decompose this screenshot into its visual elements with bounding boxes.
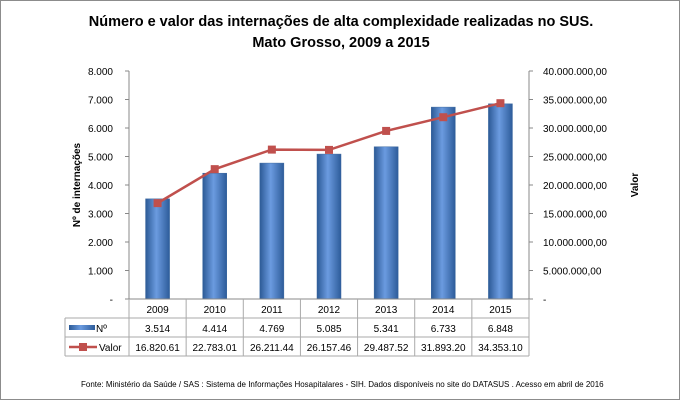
y-tick-label: 3.000 [88,210,113,221]
y-tick-label: 5.000 [88,153,113,164]
line-marker [267,145,276,154]
line-marker [382,126,391,135]
bar [373,146,399,300]
line-marker [325,145,333,154]
bar [259,162,285,300]
chart-title: Número e valor das internações de alta c… [89,14,593,30]
data-label-valor: 22.783.01 [192,343,237,354]
data-label-valor: 16.820.61 [135,343,180,354]
line-marker [439,113,448,122]
chart-subtitle: Mato Grosso, 2009 a 2015 [252,35,429,51]
y2-axis-label: Valor [630,173,641,198]
x-category-label: 2011 [261,305,283,316]
data-label-valor: 29.487.52 [364,343,409,354]
data-label-n: 4.414 [202,324,227,335]
y-tick-label: 2.000 [88,238,113,249]
data-label-valor: 26.157.46 [307,343,352,354]
y-axis-label: Nº de internações [72,142,83,227]
data-label-valor: 34.353.10 [478,343,523,354]
data-label-n: 3.514 [145,324,170,335]
line-marker [153,199,162,208]
bar [145,198,170,300]
y2-tick-label: 25.000.000,00 [543,153,607,164]
y2-tick-label: - [543,295,546,306]
y-tick-label: 8.000 [88,67,113,78]
line-marker [496,99,505,108]
y-tick-label: 1.000 [88,267,113,278]
y2-tick-label: 10.000.000,00 [543,238,607,249]
x-category-label: 2015 [489,305,512,316]
legend-key-n [69,325,95,330]
y2-tick-label: 30.000.000,00 [543,124,607,135]
data-label-n: 4.769 [259,324,284,335]
legend-label-valor: Valor [99,343,122,354]
y2-tick-label: 15.000.000,00 [543,210,607,221]
bar [431,106,456,300]
data-label-n: 5.085 [316,324,341,335]
bar [488,103,513,300]
y2-tick-label: 40.000.000,00 [543,67,607,78]
x-category-label: 2012 [318,305,341,316]
data-label-n: 6.733 [431,324,456,335]
y-tick-label: 7.000 [88,96,113,107]
y2-tick-label: 20.000.000,00 [543,181,607,192]
x-category-label: 2013 [375,305,398,316]
data-label-valor: 31.893.20 [421,343,466,354]
data-label-valor: 26.211.44 [250,343,294,354]
x-category-label: 2010 [204,305,227,316]
data-label-n: 5.341 [374,324,399,335]
y-tick-label: - [110,295,113,306]
x-category-label: 2014 [432,305,455,316]
bar [202,172,227,300]
footer-source: Fonte: Ministério da Saúde / SAS : Siste… [81,380,604,389]
legend-key-valor-marker [79,343,87,351]
legend-label-n: Nº [96,324,107,335]
y2-tick-label: 5.000.000,00 [543,267,602,278]
line-marker [210,165,219,174]
y2-tick-label: 35.000.000,00 [543,96,607,107]
y-tick-label: 6.000 [88,124,113,135]
data-label-n: 6.848 [488,324,513,335]
x-category-label: 2009 [146,305,169,316]
y-tick-label: 4.000 [88,181,113,192]
bar [316,153,342,300]
